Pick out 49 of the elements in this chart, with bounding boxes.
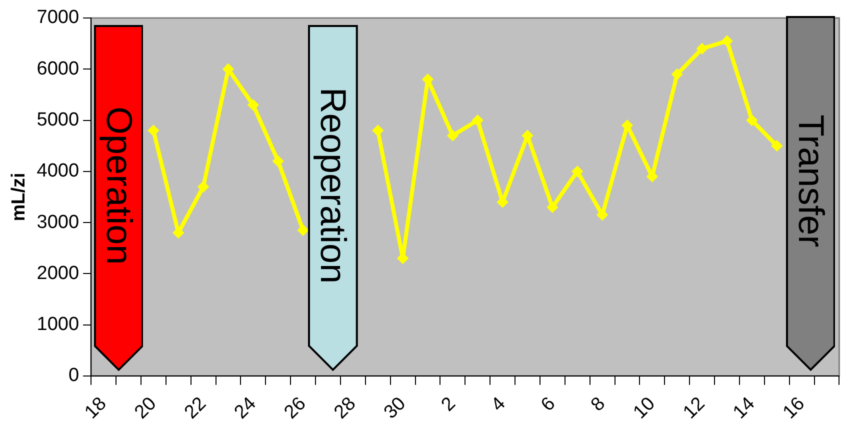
y-tick-label: 0 xyxy=(68,365,80,386)
x-tick-label: 22 xyxy=(180,393,211,424)
x-tick-label: 10 xyxy=(630,393,660,424)
x-tick-label: 8 xyxy=(587,393,610,416)
x-tick-label: 16 xyxy=(779,393,810,424)
x-tick-label: 12 xyxy=(679,393,710,424)
y-tick-label: 1000 xyxy=(36,314,80,336)
point xyxy=(422,74,433,84)
x-tick-label: 30 xyxy=(380,393,410,424)
annotation: Transfer xyxy=(790,114,832,248)
y-axis-title: mL/zi xyxy=(8,172,30,222)
y-tick-label: 6000 xyxy=(36,58,80,80)
down-arrow-sign: Transfer xyxy=(786,16,836,371)
point xyxy=(572,166,582,176)
x-tick-label: 28 xyxy=(330,393,360,424)
point xyxy=(448,130,458,141)
point xyxy=(273,156,284,166)
x-tick-label: 2 xyxy=(438,393,460,416)
point xyxy=(672,69,682,80)
annotation: Operation xyxy=(98,106,140,265)
down-arrow-sign: Reoperation xyxy=(308,25,358,371)
y-tick-label: 3000 xyxy=(36,212,80,233)
point xyxy=(398,253,408,264)
point xyxy=(722,36,732,46)
point xyxy=(597,210,608,220)
point xyxy=(472,115,483,126)
x-tick-label: 26 xyxy=(280,393,310,424)
point xyxy=(772,140,782,151)
point xyxy=(248,100,258,110)
x-tick-label: 24 xyxy=(230,393,261,424)
point xyxy=(198,182,208,192)
point xyxy=(697,44,708,54)
down-arrow-sign: Operation xyxy=(94,25,144,371)
point xyxy=(547,202,558,212)
y-tick-label: 5000 xyxy=(36,110,80,130)
y-tick-label: 4000 xyxy=(36,160,80,182)
x-tick-label: 14 xyxy=(729,393,760,424)
point xyxy=(298,225,308,236)
x-tick-label: 4 xyxy=(487,393,510,416)
x-tick-label: 18 xyxy=(80,393,111,424)
x-tick-label: 20 xyxy=(130,393,161,424)
point xyxy=(148,125,158,136)
point xyxy=(372,125,383,136)
point xyxy=(223,64,234,74)
point xyxy=(746,115,757,126)
y-tick-label: 2000 xyxy=(36,262,80,284)
annotation: Reoperation xyxy=(312,88,354,284)
x-tick-label: 6 xyxy=(537,393,560,416)
y-tick-label: 7000 xyxy=(36,7,80,28)
